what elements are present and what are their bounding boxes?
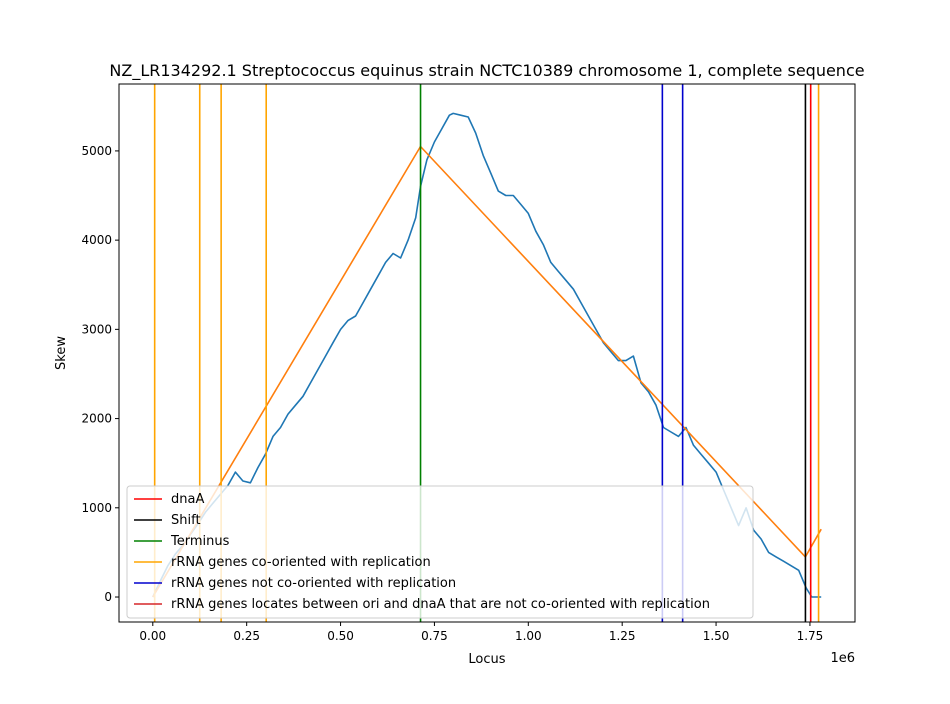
y-ticks: 0 1000 2000 3000 4000 5000	[81, 144, 119, 604]
x-tick-label: 0.25	[233, 629, 260, 643]
chart-title: NZ_LR134292.1 Streptococcus equinus stra…	[109, 61, 864, 81]
legend-label: Terminus	[170, 534, 230, 549]
axes	[118, 83, 856, 623]
x-tick-label: 0.00	[139, 629, 166, 643]
legend-label: rRNA genes not co-oriented with replicat…	[171, 576, 456, 591]
y-tick-label: 1000	[81, 501, 112, 515]
x-tick-label: 0.75	[421, 629, 448, 643]
x-tick-label: 1.25	[609, 629, 636, 643]
x-ticks: 0.00 0.25 0.50 0.75 1.00 1.25 1.50 1.75	[139, 622, 823, 643]
legend-label: rRNA genes co-oriented with replication	[171, 555, 431, 570]
vertical-markers	[153, 84, 820, 622]
y-tick-label: 5000	[81, 144, 112, 158]
y-axis-label: Skew	[54, 336, 69, 370]
x-tick-label: 1.00	[515, 629, 542, 643]
legend-label: dnaA	[171, 492, 204, 507]
legend-box	[126, 485, 754, 619]
y-tick-label: 2000	[81, 412, 112, 426]
series-line-1	[152, 145, 822, 598]
y-tick-label: 4000	[81, 233, 112, 247]
x-tick-label: 1.50	[703, 629, 730, 643]
legend-label: rRNA genes locates between ori and dnaA …	[171, 597, 710, 612]
x-tick-label: 1.75	[797, 629, 824, 643]
x-axis-offset: 1e6	[830, 651, 855, 666]
x-tick-label: 0.50	[327, 629, 354, 643]
y-tick-label: 3000	[81, 322, 112, 336]
legend-label: Shift	[171, 513, 201, 528]
plot-frame	[118, 83, 856, 623]
legend: dnaA Shift Terminus rRNA genes co-oriented …	[126, 485, 754, 619]
y-tick-label: 0	[104, 590, 112, 604]
x-axis-label: Locus	[468, 652, 505, 667]
